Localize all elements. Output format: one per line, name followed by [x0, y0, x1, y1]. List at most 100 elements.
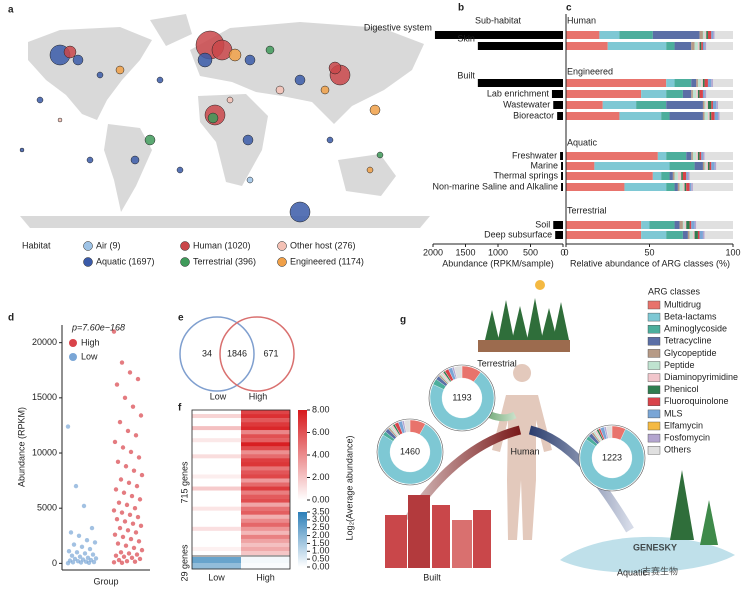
heatmap-cell — [241, 530, 290, 536]
heatmap-cell — [192, 474, 241, 479]
map-sample — [246, 176, 254, 184]
point — [69, 553, 75, 558]
venn-count: 671 — [263, 348, 278, 358]
stacked-segment — [566, 221, 642, 229]
stacked-segment — [666, 90, 683, 98]
stacked-segment — [697, 231, 700, 239]
venn-count: 1846 — [227, 348, 247, 358]
point — [123, 464, 129, 469]
point — [92, 540, 98, 545]
point — [129, 555, 135, 561]
legend-swatch — [277, 241, 287, 251]
map-sample — [226, 96, 234, 104]
legend-label: Elfamycin — [664, 420, 703, 430]
point — [77, 554, 83, 559]
point — [118, 477, 124, 482]
point — [126, 480, 132, 486]
heatmap-cell — [241, 458, 290, 463]
stacked-segment — [691, 221, 695, 229]
map-sample — [63, 45, 77, 59]
stacked-segment — [691, 183, 693, 191]
heatmap-cell — [192, 438, 241, 443]
stacked-segment — [684, 183, 687, 191]
stacked-segment — [636, 101, 667, 109]
map-sample — [265, 45, 275, 55]
legend-label: Human (1020) — [193, 240, 251, 250]
legend-swatch — [647, 373, 661, 382]
stacked-segment — [702, 112, 705, 120]
stacked-segment — [677, 172, 682, 180]
stacked-segment — [696, 152, 698, 160]
x-tick-label: 500 — [523, 247, 538, 257]
stacked-segment — [692, 90, 697, 98]
stacked-segment — [699, 152, 702, 160]
bar — [557, 112, 563, 120]
legend-swatch — [647, 433, 661, 443]
point — [115, 459, 121, 465]
donut-total: 1223 — [602, 452, 622, 462]
y-tick-label: 0 — [52, 558, 57, 568]
x-tick-label: 1500 — [455, 247, 475, 257]
point — [73, 483, 79, 489]
stacked-segment — [624, 183, 667, 191]
heatmap-cell — [241, 557, 290, 564]
panel-label: f — [178, 403, 182, 414]
point — [138, 523, 144, 529]
group-title: Terrestrial — [567, 205, 607, 215]
stacked-segment — [704, 79, 708, 87]
legend-title: ARG classes — [648, 286, 701, 296]
legend-label: Fluoroquinolone — [664, 396, 729, 406]
legend-swatch — [277, 257, 287, 267]
stacked-segment — [619, 31, 653, 39]
watermark: 吉赛生物 — [642, 565, 678, 576]
point — [139, 547, 145, 553]
annotation: p=7.60e−168 — [71, 322, 125, 332]
colorbar — [298, 410, 307, 500]
map-sample — [144, 134, 156, 146]
point — [112, 532, 118, 537]
axis-title: Abundance (RPKM/sample) — [442, 258, 554, 268]
heatmap-cell — [192, 506, 241, 511]
map-sample — [72, 54, 84, 66]
stacked-segment — [711, 79, 713, 87]
venn-count: 34 — [202, 348, 212, 358]
map-sample — [176, 166, 184, 174]
stacked-segment — [674, 42, 692, 50]
x-tick-label: 2000 — [423, 247, 443, 257]
colorbar-tick-label: 0.50 — [312, 554, 330, 564]
heatmap-cell — [241, 498, 290, 503]
point — [136, 455, 142, 460]
stacked-segment — [679, 183, 683, 191]
stacked-segment — [641, 231, 667, 239]
stacked-segment — [566, 112, 620, 120]
point — [114, 382, 120, 387]
heatmap-cell — [241, 486, 290, 491]
point — [131, 468, 137, 473]
point — [139, 472, 145, 478]
stacked-segment — [707, 101, 712, 109]
point — [122, 395, 128, 401]
stacked-segment — [701, 152, 703, 160]
point — [125, 428, 131, 434]
colorbar-tick-label: 8.00 — [312, 404, 330, 414]
heatmap-cell — [192, 550, 241, 556]
stacked-segment — [689, 221, 692, 229]
column-label: Low — [208, 572, 225, 582]
legend-swatch — [180, 241, 190, 251]
stacked-segment — [666, 79, 675, 87]
heatmap-cell — [192, 546, 241, 552]
stacked-segment — [717, 112, 720, 120]
heatmap-cell — [241, 470, 290, 475]
heatmap-cell — [192, 518, 241, 523]
stacked-segment — [669, 112, 703, 120]
stacked-segment — [649, 221, 675, 229]
x-tick-label: 50 — [644, 247, 654, 257]
map-sample — [96, 71, 104, 79]
donut-segment — [429, 371, 495, 431]
stacked-segment — [566, 79, 667, 87]
stacked-segment — [699, 42, 702, 50]
point — [117, 525, 123, 531]
heatmap-cell — [192, 510, 241, 515]
point — [124, 502, 130, 508]
map-sample — [19, 147, 25, 153]
